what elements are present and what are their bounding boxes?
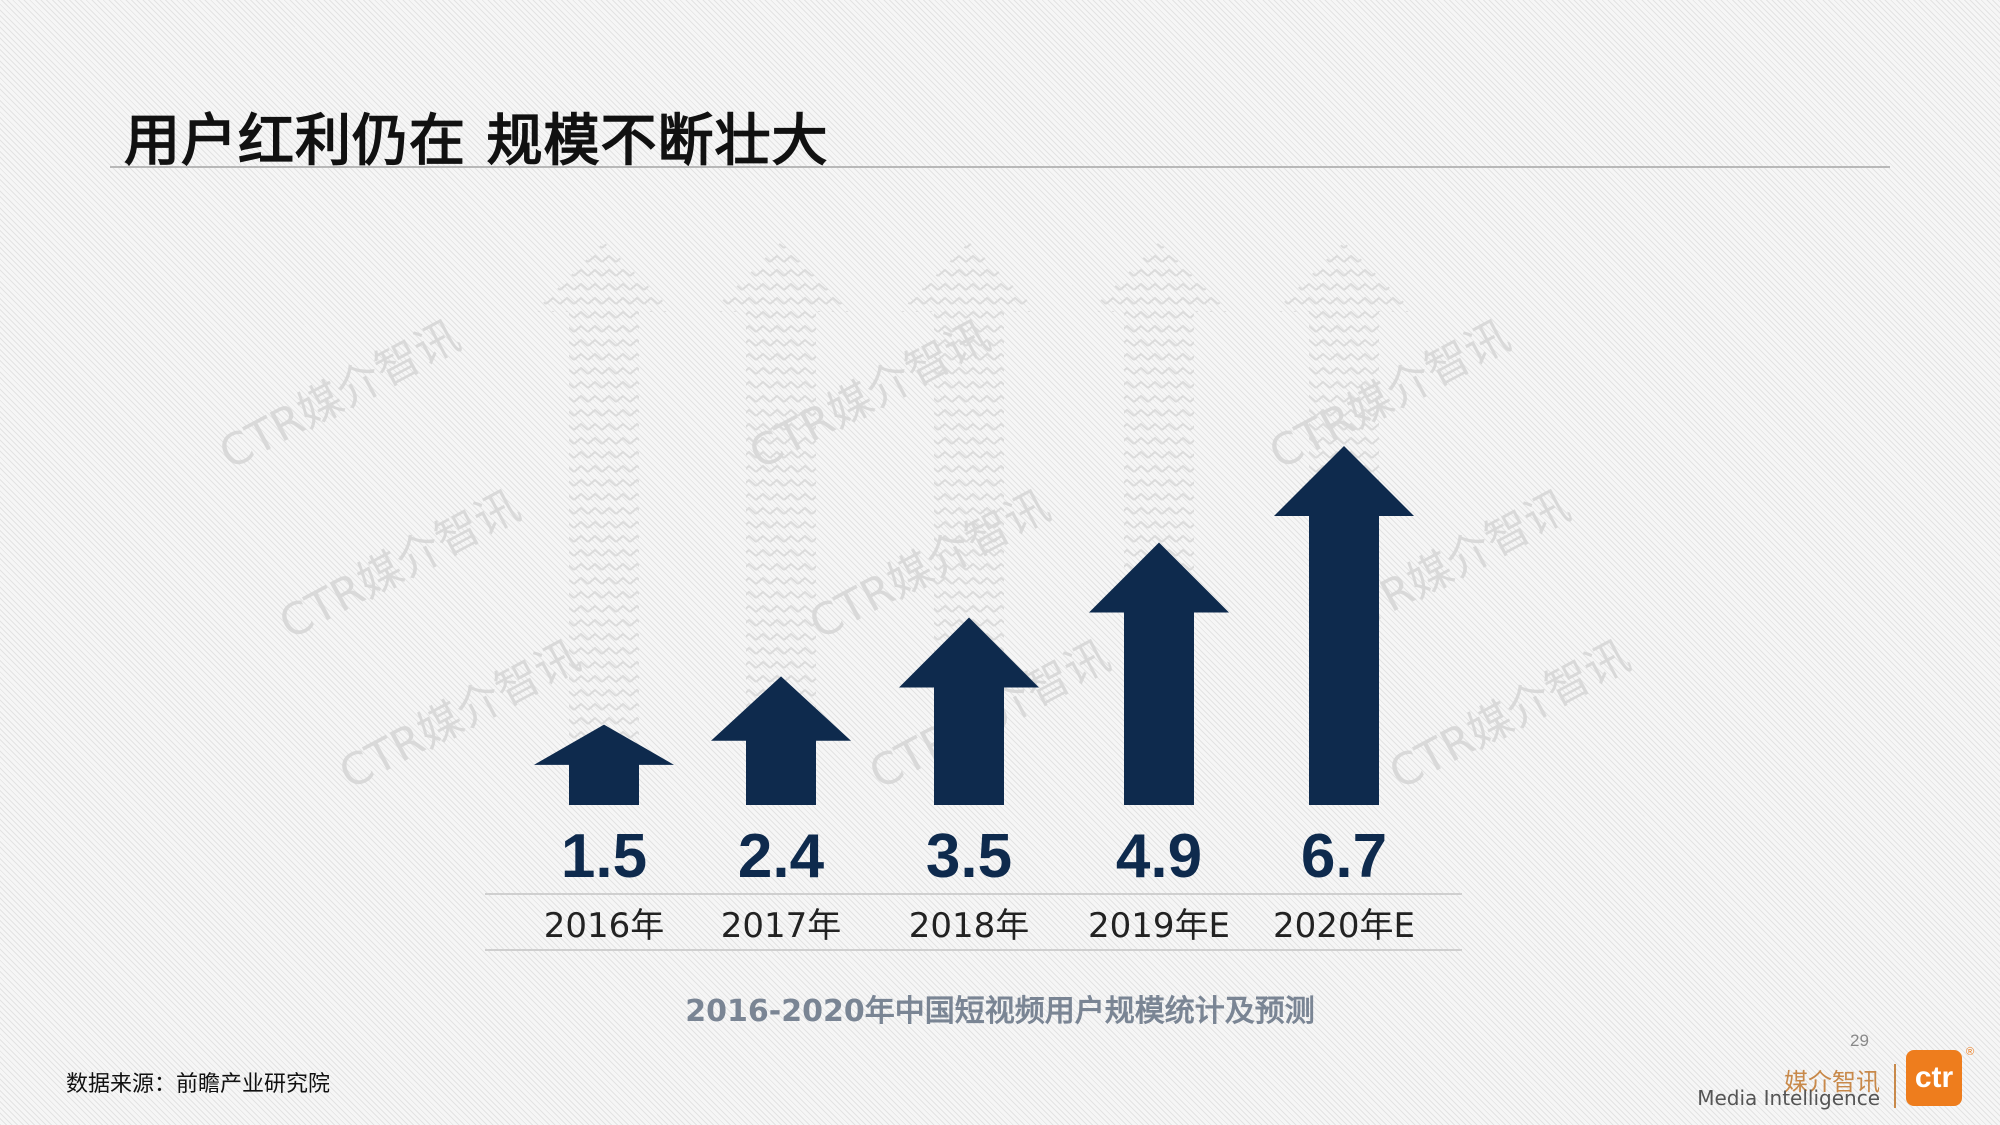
logo-english-name: Media Intelligence [1697,1086,1880,1110]
category-label-group: 2016年 2017年 2018年 2019年E 2020年E [544,906,1415,946]
ctr-logo-icon: ctr [1906,1050,1962,1106]
category-label-0: 2016年 [544,906,665,946]
arrow-bar-3 [1089,542,1229,805]
data-source: 数据来源：前瞻产业研究院 [66,1072,331,1097]
watermark-0: CTR媒介智讯 [211,311,468,480]
category-label-1: 2017年 [721,906,842,946]
logo-chinese-name: 媒介智讯 [1784,1068,1880,1096]
watermark-8: CTR媒介智讯 [1381,631,1638,800]
chart-caption: 2016-2020年中国短视频用户规模统计及预测 [685,994,1315,1029]
arrow-bar-1 [711,676,851,805]
category-label-4: 2020年E [1273,906,1415,946]
watermark-4: CTR媒介智讯 [801,481,1058,650]
watermark-2: CTR媒介智讯 [331,631,588,800]
value-label-2: 3.5 [926,822,1012,891]
arrow-bar-4 [1274,446,1414,805]
value-label-group: 1.5 2.4 3.5 4.9 6.7 [561,822,1387,891]
arrow-group [534,446,1414,805]
value-label-0: 1.5 [561,822,647,891]
value-label-4: 6.7 [1301,822,1387,891]
title-divider [110,166,1890,168]
arrow-bar-2 [899,617,1039,805]
category-label-3: 2019年E [1088,906,1230,946]
ghost-arrow-1 [711,242,851,805]
logo-divider [1894,1064,1896,1108]
arrow-bar-0 [534,724,674,805]
ghost-arrow-0 [534,242,674,805]
value-label-3: 4.9 [1116,822,1202,891]
slide-title: 用户红利仍在 规模不断壮大 [124,109,829,174]
category-label-2: 2018年 [909,906,1030,946]
watermark-6: CTR媒介智讯 [1261,311,1518,480]
value-label-1: 2.4 [738,822,825,891]
watermark-1: CTR媒介智讯 [271,481,528,650]
page-number: 29 [1850,1031,1869,1050]
registered-mark: ® [1966,1046,1975,1058]
watermark-group: CTR媒介智讯CTR媒介智讯CTR媒介智讯CTR媒介智讯CTR媒介智讯CTR媒介… [211,311,1638,800]
